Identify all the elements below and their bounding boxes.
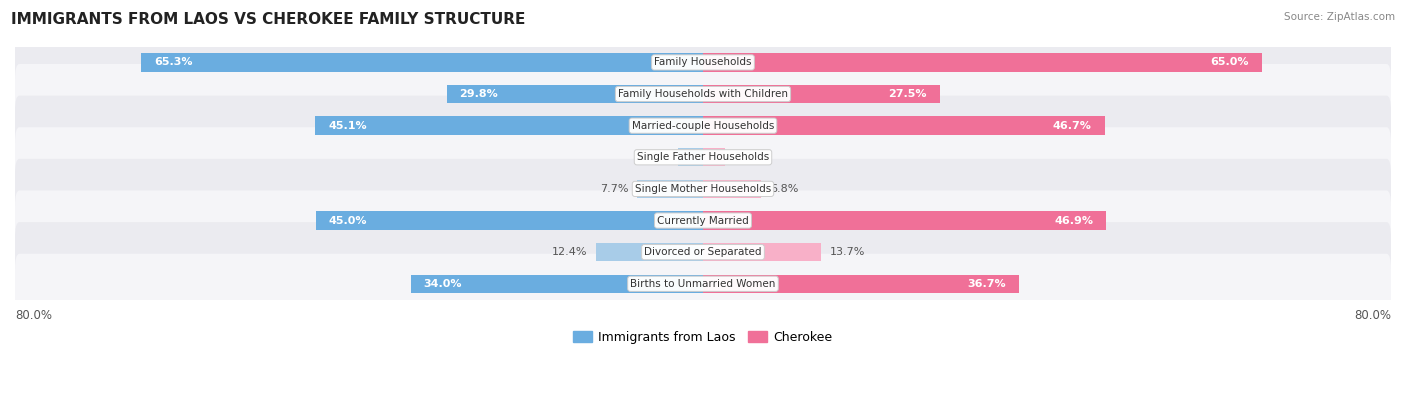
- Text: 6.8%: 6.8%: [770, 184, 799, 194]
- Text: 65.0%: 65.0%: [1211, 57, 1249, 68]
- Bar: [315, 117, 703, 135]
- Text: 2.6%: 2.6%: [734, 152, 762, 162]
- Bar: [703, 117, 1105, 135]
- Text: 45.0%: 45.0%: [329, 216, 367, 226]
- Bar: [411, 275, 703, 293]
- Text: 36.7%: 36.7%: [967, 279, 1005, 289]
- FancyBboxPatch shape: [15, 190, 1391, 250]
- Text: 46.9%: 46.9%: [1054, 216, 1094, 226]
- FancyBboxPatch shape: [15, 254, 1391, 314]
- Bar: [637, 180, 703, 198]
- Bar: [596, 243, 703, 261]
- Text: 45.1%: 45.1%: [328, 120, 367, 131]
- Text: Family Households with Children: Family Households with Children: [619, 89, 787, 99]
- Bar: [703, 85, 939, 103]
- Bar: [703, 180, 762, 198]
- FancyBboxPatch shape: [15, 127, 1391, 187]
- Text: Births to Unmarried Women: Births to Unmarried Women: [630, 279, 776, 289]
- Bar: [703, 275, 1018, 293]
- Text: 80.0%: 80.0%: [1354, 309, 1391, 322]
- Text: Divorced or Separated: Divorced or Separated: [644, 247, 762, 257]
- Text: 29.8%: 29.8%: [460, 89, 498, 99]
- Text: Married-couple Households: Married-couple Households: [631, 120, 775, 131]
- Text: 2.9%: 2.9%: [641, 152, 669, 162]
- Text: Family Households: Family Households: [654, 57, 752, 68]
- Bar: [703, 53, 1263, 71]
- Bar: [678, 148, 703, 166]
- Text: 65.3%: 65.3%: [155, 57, 193, 68]
- Text: Single Mother Households: Single Mother Households: [636, 184, 770, 194]
- Bar: [703, 243, 821, 261]
- FancyBboxPatch shape: [15, 159, 1391, 219]
- Text: 12.4%: 12.4%: [553, 247, 588, 257]
- Text: Currently Married: Currently Married: [657, 216, 749, 226]
- Text: IMMIGRANTS FROM LAOS VS CHEROKEE FAMILY STRUCTURE: IMMIGRANTS FROM LAOS VS CHEROKEE FAMILY …: [11, 12, 526, 27]
- Legend: Immigrants from Laos, Cherokee: Immigrants from Laos, Cherokee: [568, 326, 838, 349]
- FancyBboxPatch shape: [15, 222, 1391, 282]
- FancyBboxPatch shape: [15, 32, 1391, 92]
- Bar: [316, 211, 703, 230]
- Text: Source: ZipAtlas.com: Source: ZipAtlas.com: [1284, 12, 1395, 22]
- Text: 34.0%: 34.0%: [423, 279, 463, 289]
- Text: Single Father Households: Single Father Households: [637, 152, 769, 162]
- Text: 7.7%: 7.7%: [600, 184, 628, 194]
- Bar: [142, 53, 703, 71]
- Bar: [703, 211, 1107, 230]
- Bar: [447, 85, 703, 103]
- Text: 80.0%: 80.0%: [15, 309, 52, 322]
- Text: 27.5%: 27.5%: [889, 89, 927, 99]
- FancyBboxPatch shape: [15, 64, 1391, 124]
- FancyBboxPatch shape: [15, 96, 1391, 156]
- Bar: [703, 148, 725, 166]
- Text: 13.7%: 13.7%: [830, 247, 865, 257]
- Text: 46.7%: 46.7%: [1053, 120, 1091, 131]
